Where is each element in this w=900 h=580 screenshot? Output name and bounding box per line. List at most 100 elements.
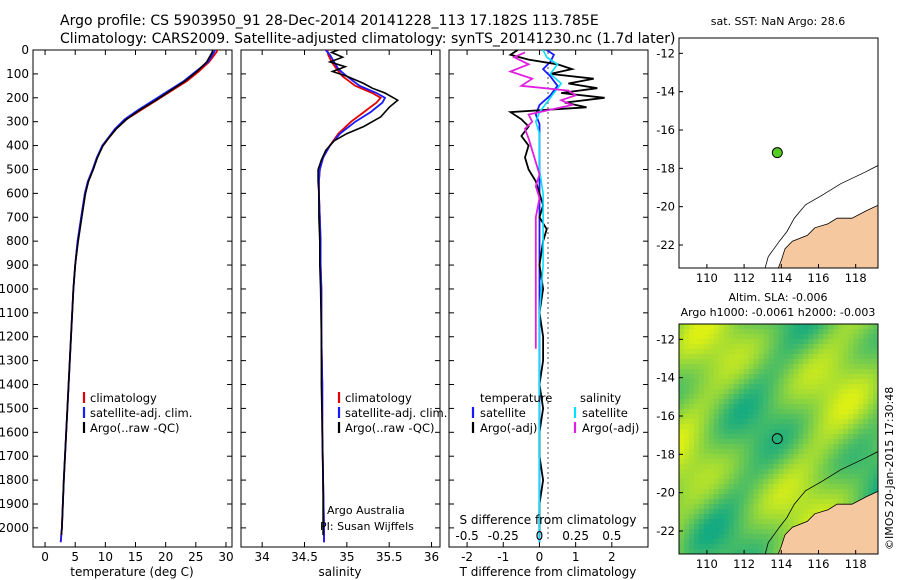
header-line2: Climatology: CARS2009. Satellite-adjuste… [60,31,675,47]
map-ytick-label: -12 [656,46,675,60]
bathymetry-contour [764,165,878,268]
ytick-label: 1400 [0,378,29,392]
temperature-xlabel: temperature (deg C) [70,565,193,579]
ytick-label: 700 [6,210,29,224]
legend-label: Argo(-adj) [582,421,639,435]
legend-label: climatology [90,391,157,405]
salinity-note-2: PI: Susan Wijffels [320,520,414,533]
series-line-s-argo-adj- [507,51,578,349]
xtick-label: 35 [339,550,354,564]
legend-label: Argo(..raw -QC) [345,421,435,435]
map-ytick-label: -22 [656,524,675,538]
series-line-argo-raw-qc- [317,50,400,536]
legend-label: satellite [582,406,628,420]
ytick-label: 0 [21,43,29,57]
ytick-label: 800 [6,234,29,248]
bathymetry-contour-sla [764,451,878,554]
salinity-xlabel: salinity [318,565,361,579]
xtick-label: 36 [424,550,439,564]
xtick-label: 2 [608,550,616,564]
ytick-label: 500 [6,162,29,176]
sla-map-panel: Altim. SLA: -0.006 Argo h1000: -0.0061 h… [656,291,879,571]
difference-xlabel-top: S difference from climatology [460,513,637,527]
map-ytick-label: -20 [656,200,675,214]
difference-panel: -2 -1 0 1 2 T difference from climatology S … [448,49,649,579]
top-xtick-label: 0 [536,529,544,543]
legend-label: Argo(..raw -QC) [90,421,180,435]
map-xtick-label: 116 [808,557,830,571]
argo-location-marker-sla [771,433,783,445]
xtick-label: 10 [98,550,113,564]
map-xtick-label: 112 [733,271,755,285]
xtick-label: 35.5 [376,550,403,564]
ytick-label: 1200 [0,330,29,344]
legend-label: satellite [480,406,526,420]
header-line1: Argo profile: CS 5903950_91 28-Dec-2014 … [60,13,599,29]
sst-map-panel: sat. SST: NaN Argo: 28.6 110 112 114 116 118… [656,15,879,285]
sst-map-title: sat. SST: NaN Argo: 28.6 [711,15,845,28]
map-xtick-label: 118 [845,557,867,571]
xtick-label: 34 [255,550,270,564]
xtick-label: 30 [218,550,233,564]
legend-head-temperature: temperature [480,391,552,405]
map-ytick-label: -18 [656,161,675,175]
sla-map-title-2: Argo h1000: -0.0061 h2000: -0.003 [681,306,876,319]
australia-land-sla [777,490,878,554]
xtick-label: 1 [572,550,580,564]
map-ytick-label: -14 [656,85,675,99]
top-xtick-label: 0.5 [602,529,621,543]
difference-legend: temperature salinitysatelliteArgo(-adj)sa… [471,391,639,435]
argo-location-marker [771,147,783,159]
top-xtick-label: -0.5 [455,529,478,543]
map-ytick-label: -20 [656,486,675,500]
xtick-label: 0 [536,550,544,564]
top-xtick-label: -0.25 [488,529,519,543]
map-ytick-label: -12 [656,332,675,346]
top-xtick-label: 0.25 [562,529,589,543]
xtick-label: 5 [71,550,79,564]
salinity-note-1: Argo Australia [327,504,405,517]
map-xtick-label: 116 [808,271,830,285]
legend-label: satellite-adj. clim. [345,406,447,420]
map-xtick-label: 110 [696,271,718,285]
ytick-label: 1900 [0,497,29,511]
xtick-label: 15 [128,550,143,564]
map-ytick-label: -16 [656,409,675,423]
map-xtick-label: 114 [770,557,792,571]
ytick-label: 1000 [0,282,29,296]
map-ytick-label: -22 [656,238,675,252]
sla-map-title-1: Altim. SLA: -0.006 [728,291,827,304]
imos-watermark: ©IMOS 20-Jan-2015 17:30:48 [883,387,896,550]
ytick-label: 1600 [0,425,29,439]
ytick-label: 1500 [0,401,29,415]
map-xtick-label: 110 [696,557,718,571]
xtick-label: -2 [461,550,473,564]
legend-label: Argo(-adj) [480,421,537,435]
map-ytick-label: -18 [656,447,675,461]
map-ytick-label: -14 [656,371,675,385]
ytick-label: 1100 [0,306,29,320]
ytick-label: 1300 [0,354,29,368]
temperature-panel: 0100200300400500600700800900100011001200… [0,43,234,579]
xtick-label: 34.5 [291,550,318,564]
ytick-label: 900 [6,258,29,272]
xtick-label: 20 [158,550,173,564]
ytick-label: 1800 [0,473,29,487]
australia-land [777,204,878,268]
ytick-label: 300 [6,115,29,129]
xtick-label: 0 [41,550,49,564]
difference-xlabel: T difference from climatology [459,565,637,579]
map-xtick-label: 112 [733,557,755,571]
legend-head-salinity: salinity [580,391,621,405]
legend-label: satellite-adj. clim. [90,406,192,420]
ytick-label: 100 [6,67,29,81]
map-xtick-label: 114 [770,271,792,285]
map-xtick-label: 118 [845,271,867,285]
ytick-label: 2000 [0,521,29,535]
legend-label: climatology [345,391,412,405]
salinity-panel: 34 34.5 35 35.5 36 salinity climatologysatel… [240,49,447,579]
ytick-label: 400 [6,139,29,153]
